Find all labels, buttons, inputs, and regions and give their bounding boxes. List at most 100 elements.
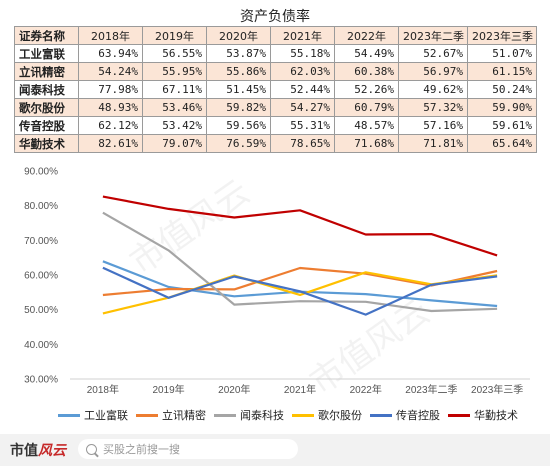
header-cell: 2023年二季: [398, 26, 468, 45]
debt-ratio-table: 证券名称 2018年 2019年 2020年 2021年 2022年 2023年二季 2023…: [14, 26, 537, 153]
value-cell: 55.31%: [270, 116, 335, 135]
value-cell: 79.07%: [142, 134, 207, 153]
value-cell: 71.68%: [334, 134, 399, 153]
value-cell: 55.18%: [270, 44, 335, 63]
search-box[interactable]: 买股之前搜一搜: [78, 439, 298, 459]
value-cell: 76.59%: [206, 134, 271, 153]
legend-swatch: [292, 413, 314, 417]
value-cell: 78.65%: [270, 134, 335, 153]
x-tick-label: 2023年二季: [405, 383, 457, 396]
value-cell: 48.57%: [334, 116, 399, 135]
x-tick-label: 2019年: [152, 383, 184, 396]
company-name-cell: 传音控股: [14, 116, 79, 135]
value-cell: 48.93%: [78, 98, 143, 117]
series-line: [102, 271, 498, 315]
value-cell: 56.55%: [142, 44, 207, 63]
search-icon: [86, 443, 97, 455]
header-cell: 证券名称: [14, 26, 79, 45]
company-name-cell: 工业富联: [14, 44, 79, 63]
value-cell: 54.27%: [270, 98, 335, 117]
value-cell: 52.26%: [334, 80, 399, 99]
header-cell: 2019年: [142, 26, 207, 45]
value-cell: 59.56%: [206, 116, 271, 135]
legend-item: 歌尔股份: [292, 407, 362, 423]
x-tick-label: 2022年: [350, 383, 382, 396]
value-cell: 77.98%: [78, 80, 143, 99]
logo-accent: 风云: [38, 442, 66, 458]
value-cell: 55.86%: [206, 62, 271, 81]
value-cell: 53.42%: [142, 116, 207, 135]
value-cell: 53.87%: [206, 44, 271, 63]
legend-item: 立讯精密: [136, 407, 206, 423]
value-cell: 51.07%: [467, 44, 537, 63]
value-cell: 59.61%: [467, 116, 537, 135]
table-row: 歌尔股份 48.93% 53.46% 59.82% 54.27% 60.79% 57.32%…: [14, 98, 537, 117]
value-cell: 62.12%: [78, 116, 143, 135]
legend-label: 工业富联: [84, 410, 128, 422]
value-cell: 54.49%: [334, 44, 399, 63]
legend-label: 闻泰科技: [240, 410, 284, 422]
value-cell: 54.24%: [78, 62, 143, 81]
value-cell: 61.15%: [467, 62, 537, 81]
value-cell: 67.11%: [142, 80, 207, 99]
x-tick-label: 2018年: [87, 383, 119, 396]
value-cell: 52.44%: [270, 80, 335, 99]
series-line: [102, 211, 498, 313]
line-chart: 30.00% 40.00% 50.00% 60.00% 70.00% 80.00% 90.0…: [24, 167, 530, 396]
value-cell: 53.46%: [142, 98, 207, 117]
value-cell: 60.79%: [334, 98, 399, 117]
value-cell: 50.24%: [467, 80, 537, 99]
legend-label: 华勤技术: [474, 410, 518, 422]
y-tick-label: 90.00%: [24, 167, 58, 178]
value-cell: 59.82%: [206, 98, 271, 117]
company-name-cell: 闻泰科技: [14, 80, 79, 99]
legend-label: 歌尔股份: [318, 410, 362, 422]
company-name-cell: 歌尔股份: [14, 98, 79, 117]
legend-item: 闻泰科技: [214, 407, 284, 423]
table-row: 传音控股 62.12% 53.42% 59.56% 55.31% 48.57% 57.16%…: [14, 116, 537, 135]
value-cell: 71.81%: [398, 134, 468, 153]
legend-label: 立讯精密: [162, 410, 206, 422]
table-title: 资产负债率: [240, 8, 310, 24]
y-tick-label: 40.00%: [24, 340, 58, 351]
value-cell: 49.62%: [398, 80, 468, 99]
legend-swatch: [448, 413, 470, 417]
y-tick-label: 30.00%: [24, 375, 58, 386]
value-cell: 57.32%: [398, 98, 468, 117]
legend-label: 传音控股: [396, 410, 440, 422]
company-name-cell: 立讯精密: [14, 62, 79, 81]
y-tick-label: 80.00%: [24, 201, 58, 212]
x-tick-label: 2023年三季: [471, 383, 523, 396]
legend-item: 传音控股: [370, 407, 440, 423]
header-cell: 2018年: [78, 26, 143, 45]
legend-swatch: [370, 413, 392, 417]
value-cell: 82.61%: [78, 134, 143, 153]
legend-swatch: [136, 413, 158, 417]
value-cell: 52.67%: [398, 44, 468, 63]
table-header-row: 证券名称 2018年 2019年 2020年 2021年 2022年 2023年二季 2023…: [14, 26, 537, 45]
table-row: 闻泰科技 77.98% 67.11% 51.45% 52.44% 52.26% 49.62%…: [14, 80, 537, 99]
table-row: 华勤技术 82.61% 79.07% 76.59% 78.65% 71.68% 71.81%…: [14, 134, 537, 153]
header-cell: 2021年: [270, 26, 335, 45]
series-line: [102, 266, 498, 316]
x-tick-label: 2020年: [218, 383, 250, 396]
y-tick-label: 50.00%: [24, 305, 58, 316]
x-tick-label: 2021年: [284, 383, 316, 396]
y-tick-label: 60.00%: [24, 271, 58, 282]
legend-item: 工业富联: [58, 407, 128, 423]
table-row: 立讯精密 54.24% 55.95% 55.86% 62.03% 60.38% 56.97%…: [14, 62, 537, 81]
legend-item: 华勤技术: [448, 407, 518, 423]
header-cell: 2020年: [206, 26, 271, 45]
value-cell: 63.94%: [78, 44, 143, 63]
company-name-cell: 华勤技术: [14, 134, 79, 153]
value-cell: 56.97%: [398, 62, 468, 81]
value-cell: 62.03%: [270, 62, 335, 81]
legend-swatch: [214, 413, 236, 417]
logo-main: 市值: [10, 442, 38, 458]
header-cell: 2023年三季: [467, 26, 537, 45]
y-tick-label: 70.00%: [24, 236, 58, 247]
value-cell: 57.16%: [398, 116, 468, 135]
value-cell: 51.45%: [206, 80, 271, 99]
series-line: [102, 195, 498, 257]
logo: 市值风云: [10, 440, 66, 460]
